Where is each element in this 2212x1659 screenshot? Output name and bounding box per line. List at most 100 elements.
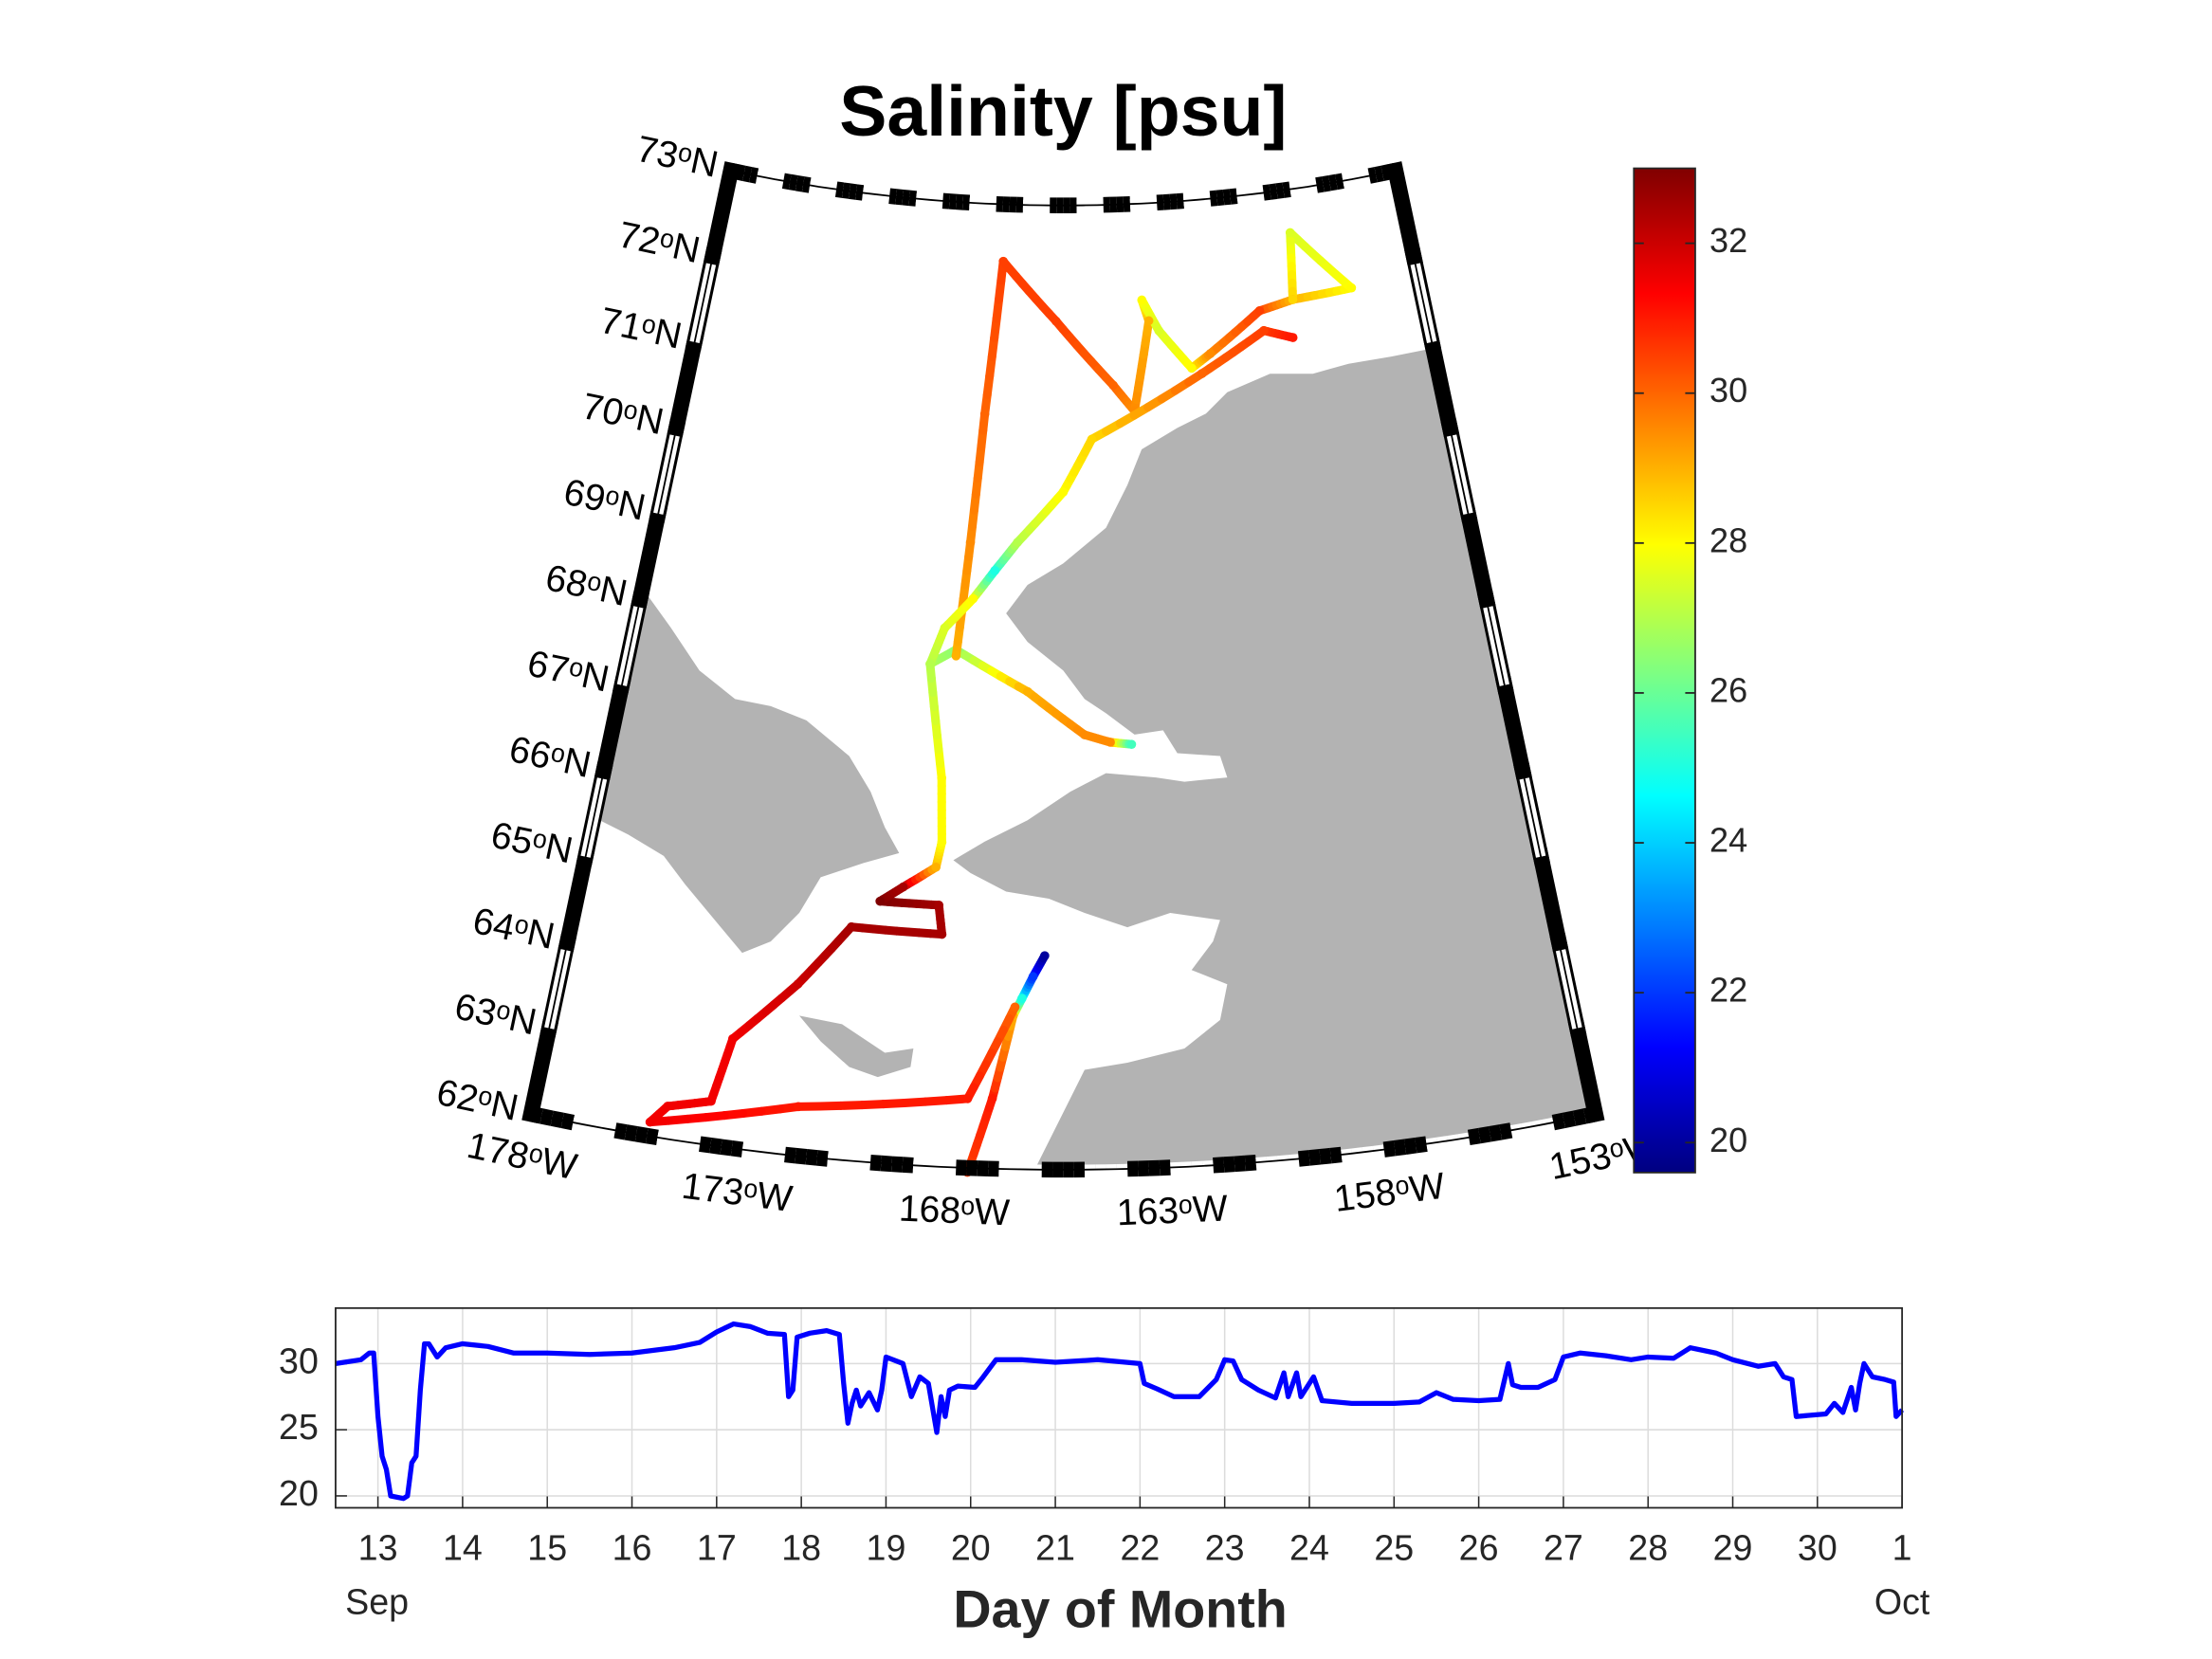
track-point [645,1117,655,1127]
track-point [1254,305,1265,316]
track-point [1143,316,1154,326]
lat-tick-label: 70ᵒN [578,386,667,443]
track-point [847,921,856,932]
track-point [931,862,941,872]
x-tick-label: 16 [612,1528,652,1568]
plot-frame [335,1306,1904,1509]
lat-tick-label: 67ᵒN [524,644,613,701]
x-tick-label: 15 [527,1528,567,1568]
lat-tick-label: 64ᵒN [469,901,558,957]
track-point [937,773,947,783]
track-point [979,410,990,419]
x-tick-label: 22 [1120,1528,1160,1568]
lat-tick-label: 71ᵒN [596,301,686,357]
x-axis-title: Day of Month [953,1580,1287,1639]
lat-tick-label: 65ᵒN [487,814,576,871]
track-point [962,1094,973,1103]
track-point [1154,326,1164,336]
colorbar-tick-label: 22 [1709,971,1747,1010]
lon-tick-label: 158ᵒW [1332,1166,1447,1220]
track-point [998,256,1009,266]
colorbar-tick-label: 32 [1709,221,1747,260]
track-point [1108,380,1118,391]
track-point [1022,686,1033,697]
x-tick-label: 1 [1892,1528,1912,1568]
track-point [1259,325,1269,336]
track-point [951,651,961,661]
x-tick-label: 24 [1289,1528,1329,1568]
x-tick-label: 18 [781,1528,821,1568]
track-point [898,882,908,892]
x-tick-label: 20 [951,1528,991,1568]
map-frame [521,161,1605,1178]
x-tick-label: 28 [1628,1528,1668,1568]
track-point [1080,730,1089,739]
track-point [1288,333,1298,342]
y-tick-label: 30 [279,1340,319,1380]
y-tick-label: 20 [279,1473,319,1513]
track-point [1028,972,1038,982]
lon-tick-label: 163ᵒW [1116,1189,1229,1234]
lon-tick-label: 173ᵒW [680,1166,795,1220]
track-point [794,1102,803,1112]
lat-tick-label: 72ᵒN [614,214,704,271]
y-tick-label: 25 [279,1407,319,1447]
track-point [968,593,978,604]
track-point [1017,994,1027,1003]
x-tick-label: 19 [867,1528,906,1568]
track-point [925,659,935,669]
track-point [1058,487,1069,497]
track-point [1087,434,1097,445]
track-point [706,1096,716,1106]
track-point [990,566,1000,575]
x-tick-label: 21 [1035,1528,1075,1568]
lat-tick-label: 66ᵒN [505,729,594,786]
tracks [645,228,1357,1177]
x-tick-label: 13 [358,1528,398,1568]
track-point [793,979,803,989]
track-point [937,929,947,939]
track-point [1106,738,1115,747]
lat-tick-label: 73ᵒN [633,129,722,186]
land-st-lawrence [798,1015,914,1078]
track-point [1051,316,1061,326]
colorbar-tick-label: 26 [1709,670,1747,709]
track-point [1187,363,1197,374]
x-tick-label: 29 [1713,1528,1753,1568]
track-point [1013,538,1022,547]
track-point [663,1102,672,1111]
lat-tick-label: 62ᵒN [433,1072,522,1129]
month-label: Sep [345,1582,409,1622]
track-point [1040,951,1050,960]
lon-tick-label: 168ᵒW [898,1189,1011,1234]
track-point [987,1094,997,1103]
track-point [1346,283,1357,293]
x-tick-label: 17 [697,1528,737,1568]
track-point [934,900,944,910]
track-point [940,623,950,633]
track-point [1205,349,1216,358]
year-label: 2023 [338,1651,417,1659]
track-point [1137,295,1147,305]
salinity-line [335,1321,1905,1502]
x-tick-label: 14 [443,1528,483,1568]
lat-tick-label: 63ᵒN [451,986,540,1043]
plot-area [335,1307,1903,1508]
x-tick-label: 30 [1798,1528,1837,1568]
track-point [1285,228,1295,238]
colorbar-tick-label: 20 [1709,1121,1747,1159]
lat-tick-label: 69ᵒN [560,472,649,529]
x-tick-label: 27 [1544,1528,1583,1568]
track-point [1126,739,1137,749]
track-point [728,1033,738,1044]
track-point [1197,369,1207,378]
colorbar-tick-label: 28 [1709,520,1747,559]
track-point [937,837,947,848]
colorbar-tick-label: 24 [1709,821,1747,860]
x-tick-label: 26 [1459,1528,1499,1568]
frame-outline [530,169,1597,1171]
axes: 62ᵒN 63ᵒN 64ᵒN 65ᵒN 66ᵒN 67ᵒN 68ᵒN 69ᵒN 70ᵒN 71ᵒN… [279,129,1912,1568]
map-title: Salinity [psu] [839,71,1287,151]
